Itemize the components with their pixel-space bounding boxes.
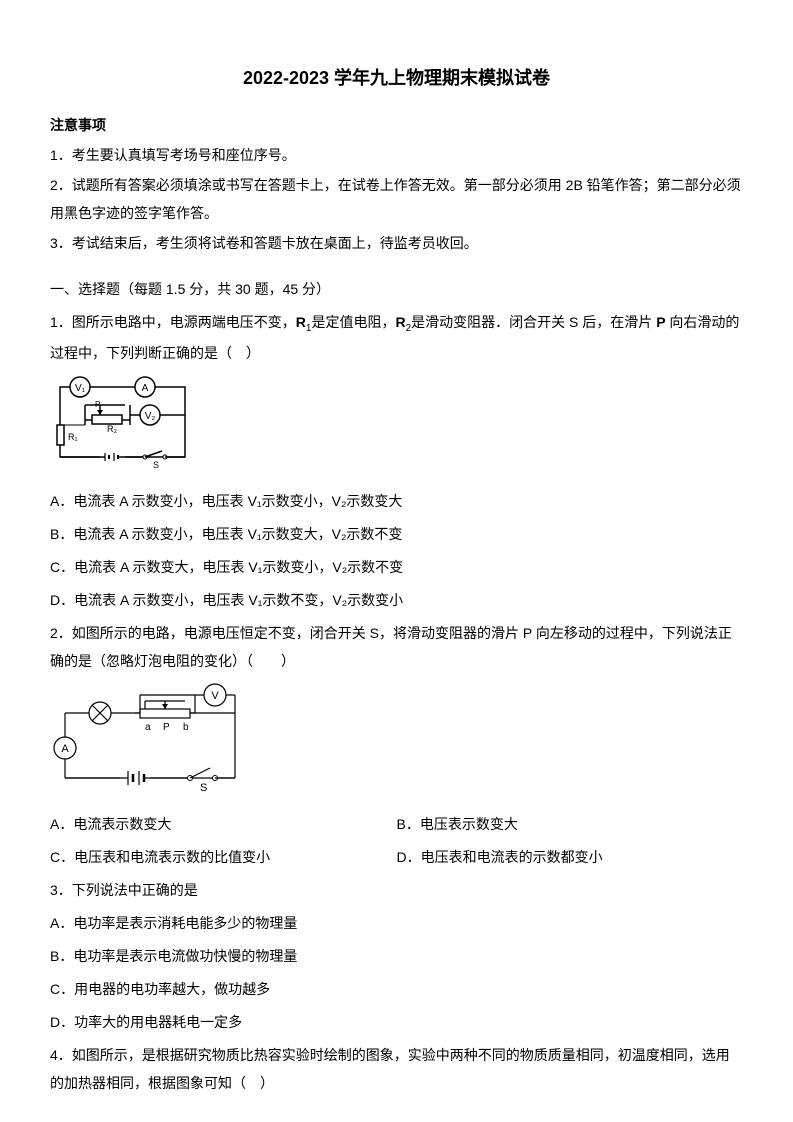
q2-option-b: B．电压表示数变大 [397, 810, 744, 838]
svg-text:A: A [61, 743, 69, 755]
q1-option-b: B．电流表 A 示数变小，电压表 V₁示数变大，V₂示数不变 [50, 520, 743, 548]
svg-text:S: S [153, 460, 159, 470]
notice-item-1: 1．考生要认真填写考场号和座位序号。 [50, 141, 743, 169]
question-1-text: 1．图所示电路中，电源两端电压不变，R1是定值电阻，R2是滑动变阻器．闭合开关 … [50, 308, 743, 367]
page-title: 2022-2023 学年九上物理期末模拟试卷 [50, 60, 743, 96]
q3-option-b: B．电功率是表示电流做功快慢的物理量 [50, 942, 743, 970]
question-3: 3．下列说法中正确的是 A．电功率是表示消耗电能多少的物理量 B．电功率是表示电… [50, 876, 743, 1036]
q3-option-c: C．用电器的电功率越大，做功越多 [50, 975, 743, 1003]
svg-text:P: P [163, 722, 170, 733]
question-2: 2．如图所示的电路，电源电压恒定不变，闭合开关 S，将滑动变阻器的滑片 P 向左… [50, 619, 743, 871]
svg-text:V₂: V₂ [145, 411, 156, 422]
svg-text:V: V [211, 690, 219, 702]
question-1-diagram: V₁ A P R₂ V₂ R₁ [50, 375, 743, 479]
circuit-1-svg: V₁ A P R₂ V₂ R₁ [50, 375, 200, 470]
svg-text:R₂: R₂ [107, 424, 117, 434]
question-2-text: 2．如图所示的电路，电源电压恒定不变，闭合开关 S，将滑动变阻器的滑片 P 向左… [50, 619, 743, 675]
svg-text:a: a [145, 722, 151, 733]
svg-text:P: P [95, 400, 100, 409]
svg-text:b: b [183, 722, 189, 733]
q1-p-label: P [656, 314, 665, 330]
q1-option-a: A．电流表 A 示数变小，电压表 V₁示数变小，V₂示数变大 [50, 487, 743, 515]
question-1: 1．图所示电路中，电源两端电压不变，R1是定值电阻，R2是滑动变阻器．闭合开关 … [50, 308, 743, 614]
svg-text:V₁: V₁ [75, 383, 86, 394]
notice-item-3: 3．考试结束后，考生须将试卷和答题卡放在桌面上，待监考员收回。 [50, 229, 743, 257]
question-2-diagram: a P b V A S [50, 683, 743, 802]
q3-option-d: D．功率大的用电器耗电一定多 [50, 1008, 743, 1036]
q1-option-c: C．电流表 A 示数变大，电压表 V₁示数变小，V₂示数不变 [50, 553, 743, 581]
notice-heading: 注意事项 [50, 111, 743, 139]
question-3-text: 3．下列说法中正确的是 [50, 876, 743, 904]
svg-text:R₁: R₁ [68, 432, 78, 442]
q2-option-row-2: C．电压表和电流表示数的比值变小 D．电压表和电流表的示数都变小 [50, 843, 743, 871]
q1-p2: 是定值电阻， [311, 314, 395, 330]
question-4-text: 4．如图所示，是根据研究物质比热容实验时绘制的图象，实验中两种不同的物质质量相同… [50, 1041, 743, 1097]
circuit-2-svg: a P b V A S [50, 683, 250, 793]
q2-option-a: A．电流表示数变大 [50, 810, 397, 838]
q1-p1: 1．图所示电路中，电源两端电压不变， [50, 314, 296, 330]
q1-p3: 是滑动变阻器．闭合开关 S 后，在滑片 [411, 314, 656, 330]
svg-text:S: S [200, 782, 207, 793]
question-4: 4．如图所示，是根据研究物质比热容实验时绘制的图象，实验中两种不同的物质质量相同… [50, 1041, 743, 1097]
notice-item-2: 2．试题所有答案必须填涂或书写在答题卡上，在试卷上作答无效。第一部分必须用 2B… [50, 171, 743, 227]
q3-option-a: A．电功率是表示消耗电能多少的物理量 [50, 909, 743, 937]
q1-option-d: D．电流表 A 示数变小，电压表 V₁示数不变，V₂示数变小 [50, 586, 743, 614]
q2-option-d: D．电压表和电流表的示数都变小 [397, 843, 744, 871]
q1-r1-label: R [296, 314, 306, 330]
q2-option-c: C．电压表和电流表示数的比值变小 [50, 843, 397, 871]
q1-r2-label: R [395, 314, 405, 330]
q2-option-row-1: A．电流表示数变大 B．电压表示数变大 [50, 810, 743, 838]
section-1-heading: 一、选择题（每题 1.5 分，共 30 题，45 分） [50, 275, 743, 303]
svg-text:A: A [142, 383, 149, 394]
